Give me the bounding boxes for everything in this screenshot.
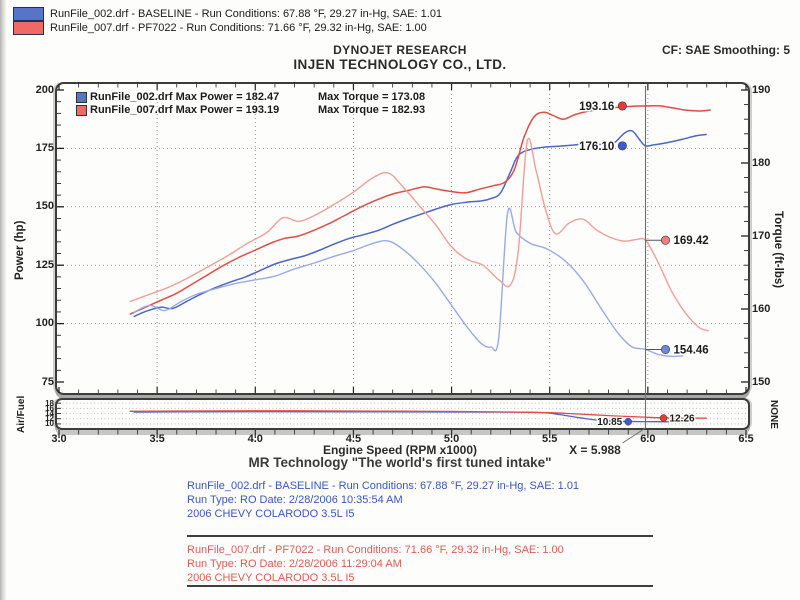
divider-line-2: [187, 585, 653, 587]
power-tick-label: 75: [41, 375, 54, 388]
tagline: MR Technology "The world's first tuned i…: [248, 455, 552, 470]
rpm-tick-label: 5.5: [542, 433, 558, 445]
legend-swatch-run007: [13, 21, 44, 35]
max-power-run002: RunFile_002.drf Max Power = 182.47: [90, 91, 280, 103]
af-tick-label: 16: [45, 403, 54, 413]
marker-dot-193.16: [617, 101, 627, 111]
af-tick-label: 14: [45, 409, 54, 419]
cursor-position-label: X = 5.988: [569, 443, 621, 457]
run007-vehicle: 2006 CHEVY COLARODO 3.5L I5: [187, 572, 355, 584]
legend-swatch-run002: [13, 7, 44, 21]
marker-value-154.46: 154.46: [674, 344, 709, 356]
power-torque-plot: 193.16 176.10 169.42 154.46: [57, 84, 748, 393]
curve-torque_002: [133, 207, 684, 358]
inner-legend-row-run007: RunFile_007.drf Max Power = 193.19 Max T…: [76, 104, 425, 116]
power-axis-title: Power (hp): [14, 220, 26, 280]
run-info-block-run007: RunFile_007.drf - PF7022 - Run Condition…: [187, 543, 564, 585]
marker-value-176.10: 176.10: [579, 141, 614, 153]
power-tick-label: 175: [35, 141, 54, 154]
company-name-line1: DYNOJET RESEARCH: [333, 43, 467, 57]
power-tick-label: 150: [35, 200, 54, 213]
run002-type-date: Run Type: RO Date: 2/28/2006 10:35:54 AM: [187, 494, 403, 506]
af-tick-label: 10: [45, 419, 54, 429]
x-axis-title: Engine Speed (RPM x1000): [322, 443, 478, 457]
torque-tick-label: 160: [752, 302, 771, 315]
torque-tick-label: 180: [752, 156, 771, 169]
torque-tick-label: 190: [752, 83, 771, 96]
rpm-tick-label: 3.5: [149, 433, 165, 445]
legend-run007-label: RunFile_007.drf - PF7022 - Run Condition…: [50, 22, 427, 34]
af-tick-label: 18: [45, 398, 54, 408]
run002-vehicle: 2006 CHEVY COLARODO 3.5L I5: [187, 508, 355, 520]
run-info-block-run002: RunFile_002.drf - BASELINE - Run Conditi…: [187, 479, 579, 521]
power-tick-label: 200: [35, 83, 54, 96]
divider-line-1: [187, 535, 653, 537]
marker-value-169.42: 169.42: [674, 235, 709, 247]
af-marker-value-10.85: 10.85: [597, 417, 622, 428]
rpm-tick-label: 4.5: [345, 433, 362, 445]
airfuel-plot: 10.85 12.26: [57, 402, 746, 428]
rpm-tick-label: 3.0: [51, 433, 67, 445]
inner-legend-row-run002: RunFile_002.drf Max Power = 182.47 Max T…: [76, 91, 425, 103]
run007-conditions: RunFile_007.drf - PF7022 - Run Condition…: [187, 544, 564, 556]
tick-band: [57, 430, 748, 435]
airfuel-plot-frame: 10.85 12.26: [55, 398, 750, 430]
curve-af_007: [129, 410, 707, 419]
power-tick-label: 125: [35, 258, 54, 271]
af-marker-dot-12.26: [659, 414, 668, 422]
af-right-axis-title: NONE: [768, 399, 779, 429]
marker-dot-154.46: [661, 344, 671, 354]
power-torque-plot-frame: 193.16 176.10 169.42 154.46: [55, 82, 750, 395]
company-name-line2: INJEN TECHNOLOGY CO., LTD.: [293, 57, 507, 72]
curve-power_002: [133, 129, 707, 318]
inner-legend-swatch-run002: [76, 91, 87, 103]
curve-power_007: [129, 105, 711, 315]
marker-dot-169.42: [661, 235, 671, 245]
run007-type-date: Run Type: RO Date: 2/28/2006 11:29:04 AM: [187, 558, 402, 570]
marker-dot-176.10: [617, 141, 627, 151]
rpm-tick-label: 6.5: [738, 433, 754, 445]
torque-tick-label: 170: [752, 229, 771, 242]
scanner-edge-shadow: [0, 0, 7, 600]
inner-legend-swatch-run007: [76, 104, 87, 116]
af-tick-label: 12: [45, 414, 54, 424]
correction-factor-label: CF: SAE Smoothing: 5: [662, 43, 790, 57]
max-power-run007: RunFile_007.drf Max Power = 193.19: [90, 104, 280, 116]
airfuel-axis-title: Air/Fuel: [16, 395, 27, 433]
af-marker-dot-10.85: [624, 417, 632, 426]
torque-axis-title: Torque (ft-lbs): [772, 211, 784, 289]
af-marker-value-12.26: 12.26: [670, 414, 695, 425]
x-axis-tick-strip: [57, 430, 748, 438]
curve-af_002: [133, 411, 678, 423]
rpm-tick-label: 5.0: [443, 433, 460, 445]
legend-run002-label: RunFile_002.drf - BASELINE - Run Conditi…: [50, 8, 443, 20]
power-tick-label: 100: [35, 317, 54, 330]
max-torque-run007: Max Torque = 182.93: [318, 104, 426, 116]
torque-tick-label: 150: [752, 375, 771, 388]
max-torque-run002: Max Torque = 173.08: [318, 91, 426, 103]
run002-conditions: RunFile_002.drf - BASELINE - Run Conditi…: [187, 480, 580, 492]
rpm-tick-label: 4.0: [247, 433, 263, 445]
marker-value-193.16: 193.16: [579, 101, 614, 113]
curve-torque_007: [129, 137, 709, 332]
